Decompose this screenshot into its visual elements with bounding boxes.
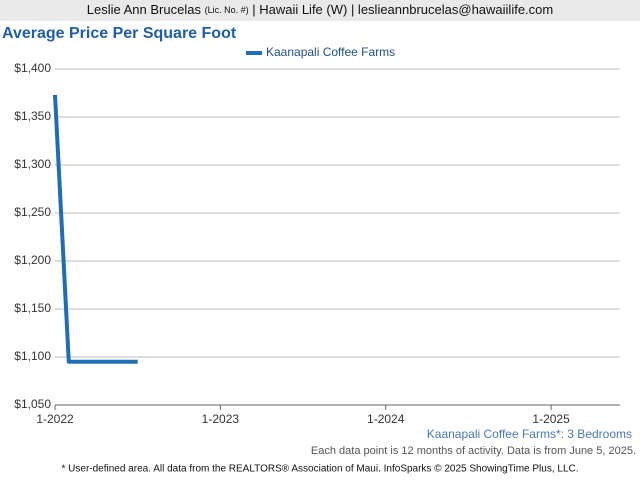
license: (Lic. No. #): [205, 5, 249, 15]
chart-title: Average Price Per Square Foot: [2, 25, 237, 42]
agent-name: Leslie Ann Brucelas: [87, 2, 202, 17]
note: Each data point is 12 months of activity…: [311, 445, 636, 457]
caption: Kaanapali Coffee Farms*: 3 Bedrooms: [427, 427, 632, 441]
y-tick-label: $1,100: [14, 349, 51, 363]
series-line: [53, 94, 138, 364]
y-tick-label: $1,400: [14, 61, 51, 75]
footer: * User-defined area. All data from the R…: [61, 464, 578, 475]
header-bar: [0, 0, 640, 21]
x-tick-label: 1-2022: [36, 412, 74, 426]
y-tick-label: $1,350: [14, 109, 51, 123]
y-tick-label: $1,050: [14, 397, 51, 411]
x-tick-label: 1-2025: [532, 412, 570, 426]
y-tick-label: $1,300: [14, 157, 51, 171]
x-tick-label: 1-2024: [367, 412, 405, 426]
agent-info: | Hawaii Life (W) | leslieannbrucelas@ha…: [252, 2, 553, 17]
y-tick-label: $1,250: [14, 205, 51, 219]
y-tick-label: $1,150: [14, 301, 51, 315]
header: Leslie Ann Brucelas (Lic. No. #) | Hawai…: [87, 2, 553, 17]
y-tick-label: $1,200: [14, 253, 51, 267]
x-tick-label: 1-2023: [202, 412, 240, 426]
legend-label: Kaanapali Coffee Farms: [266, 45, 395, 59]
